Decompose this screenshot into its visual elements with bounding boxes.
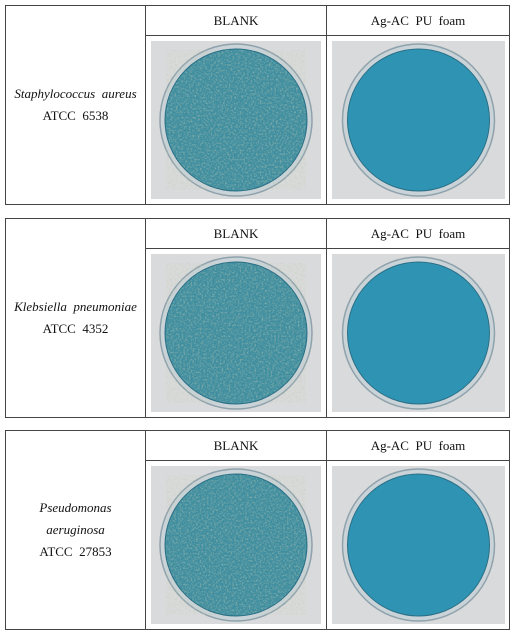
agar <box>347 474 490 616</box>
colonies <box>166 263 306 403</box>
column-header: Ag-AC PU foam <box>326 6 509 36</box>
agar-edge <box>164 261 308 405</box>
image-cell <box>326 36 509 204</box>
image-cell <box>326 461 509 629</box>
column-header: BLANK <box>146 6 326 36</box>
organism-cell: Klebsiella pneumoniae ATCC 4352 <box>6 219 146 417</box>
colonies <box>166 475 306 615</box>
strain-id: ATCC 6538 <box>42 108 109 123</box>
organism-cell: Staphylococcus aureus ATCC 6538 <box>6 6 146 204</box>
column-header: Ag-AC PU foam <box>326 219 509 249</box>
organism-name: Pseudomonas aeruginosa <box>39 500 112 537</box>
organism-cell: Pseudomonas aeruginosa ATCC 27853 <box>6 431 146 629</box>
petri-dish-photo <box>332 466 505 624</box>
image-cell <box>146 36 326 204</box>
petri-dish-photo <box>151 254 321 412</box>
table-block: Pseudomonas aeruginosa ATCC 27853 BLANK Ag-… <box>5 430 510 630</box>
column-header: Ag-AC PU foam <box>326 431 509 461</box>
petri-dish-photo <box>151 41 321 199</box>
table-block: Klebsiella pneumoniae ATCC 4352 BLANK Ag-AC… <box>5 218 510 418</box>
agar-edge <box>347 473 490 617</box>
strain-id: ATCC 27853 <box>39 544 112 559</box>
agar-edge <box>164 473 308 617</box>
petri-dish-photo <box>332 254 505 412</box>
image-cell <box>326 249 509 417</box>
image-cell <box>146 461 326 629</box>
organism-name: Staphylococcus aureus <box>14 86 137 101</box>
agar-edge <box>347 261 490 405</box>
colonies <box>166 50 306 190</box>
image-cell <box>146 249 326 417</box>
agar-edge <box>164 48 308 192</box>
agar <box>347 262 490 404</box>
petri-dish-photo <box>151 466 321 624</box>
agar-edge <box>347 48 490 192</box>
agar <box>347 49 490 191</box>
petri-dish-photo <box>332 41 505 199</box>
table-block: Staphylococcus aureus ATCC 6538 BLANK Ag-AC… <box>5 5 510 205</box>
column-header: BLANK <box>146 219 326 249</box>
column-header: BLANK <box>146 431 326 461</box>
organism-name: Klebsiella pneumoniae <box>14 299 137 314</box>
strain-id: ATCC 4352 <box>42 321 109 336</box>
